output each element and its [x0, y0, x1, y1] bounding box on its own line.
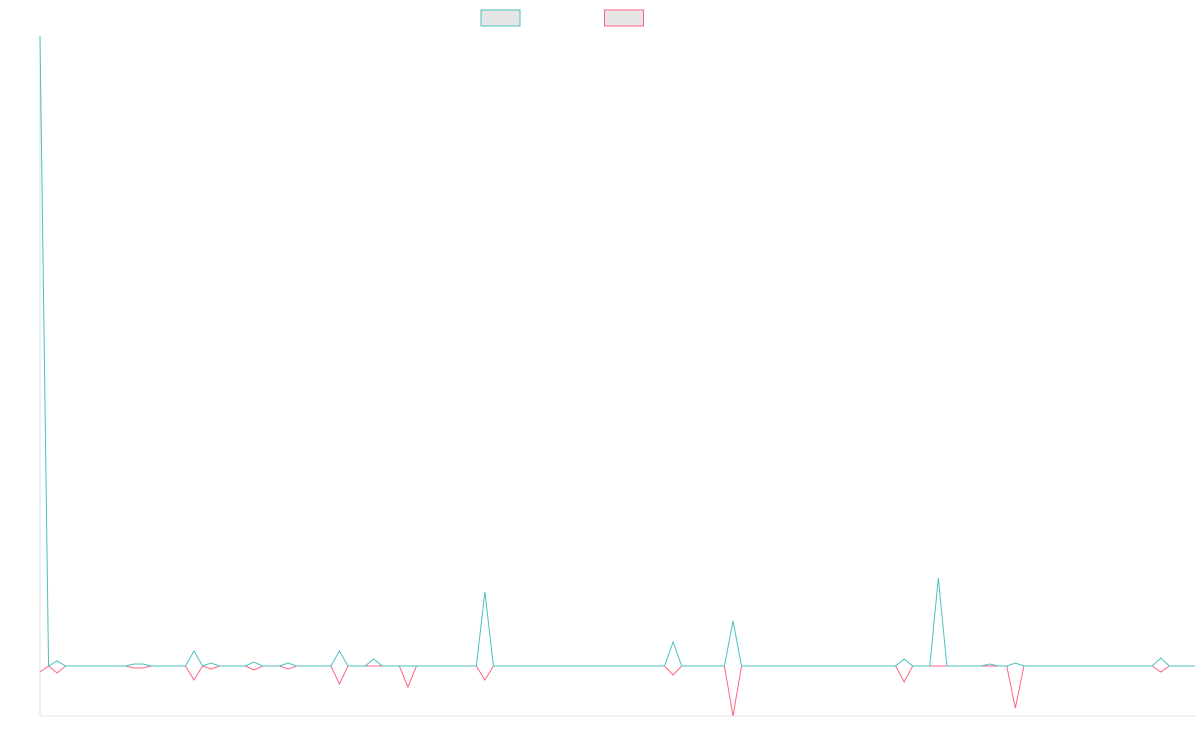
series-line: [39, 665, 1195, 717]
series-line: [39, 35, 1195, 667]
legend-swatch: [480, 9, 521, 27]
legend-swatch: [604, 9, 644, 27]
